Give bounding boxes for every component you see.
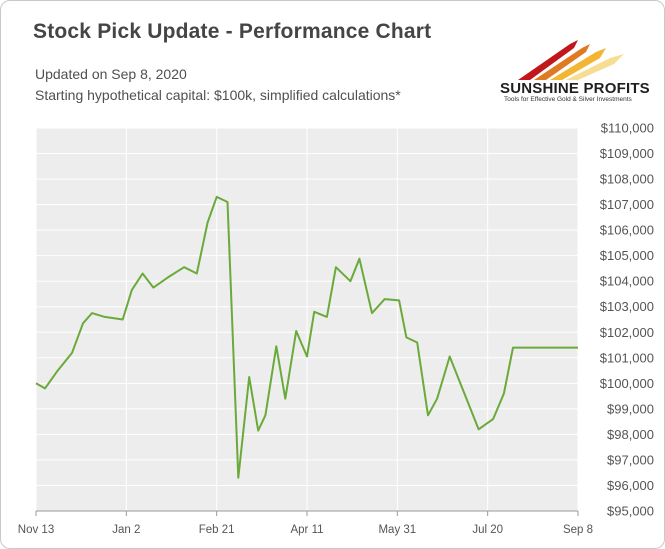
y-tick-label: $105,000	[600, 248, 654, 263]
y-tick-label: $100,000	[600, 376, 654, 391]
performance-line	[35, 195, 578, 479]
x-tick-label: Sep 8	[563, 524, 593, 536]
y-tick-label: $95,000	[607, 504, 654, 519]
y-tick-label: $103,000	[600, 299, 654, 314]
y-tick-label: $101,000	[600, 350, 654, 365]
y-tick-label: $97,000	[607, 452, 654, 467]
updated-date: Updated on Sep 8, 2020	[35, 66, 187, 82]
x-tick-label: Jul 20	[472, 524, 503, 536]
x-tick-label: Feb 21	[199, 524, 235, 536]
y-tick-label: $108,000	[600, 172, 654, 187]
y-tick-label: $96,000	[607, 478, 654, 493]
logo-swoosh-icon	[518, 40, 624, 80]
y-tick-label: $102,000	[600, 325, 654, 340]
x-tick-label: Nov 13	[18, 524, 54, 536]
sunshine-profits-logo: SUNSHINE PROFITS Tools for Effective Gol…	[500, 36, 650, 108]
capital-note: Starting hypothetical capital: $100k, si…	[35, 87, 401, 103]
y-tick-label: $104,000	[600, 274, 654, 289]
y-tick-label: $107,000	[600, 197, 654, 212]
y-tick-label: $110,000	[601, 121, 654, 136]
logo-name: SUNSHINE PROFITS	[500, 80, 650, 97]
logo-tagline: Tools for Effective Gold & Silver Invest…	[504, 96, 632, 103]
y-tick-label: $106,000	[600, 223, 654, 238]
y-tick-label: $98,000	[607, 427, 654, 442]
x-tick-label: Apr 11	[290, 524, 323, 536]
x-tick-label: May 31	[378, 524, 416, 536]
chart-title: Stock Pick Update - Performance Chart	[33, 20, 432, 43]
y-tick-label: $109,000	[600, 146, 654, 161]
y-tick-label: $99,000	[607, 401, 654, 416]
x-tick-label: Jan 2	[112, 524, 140, 536]
